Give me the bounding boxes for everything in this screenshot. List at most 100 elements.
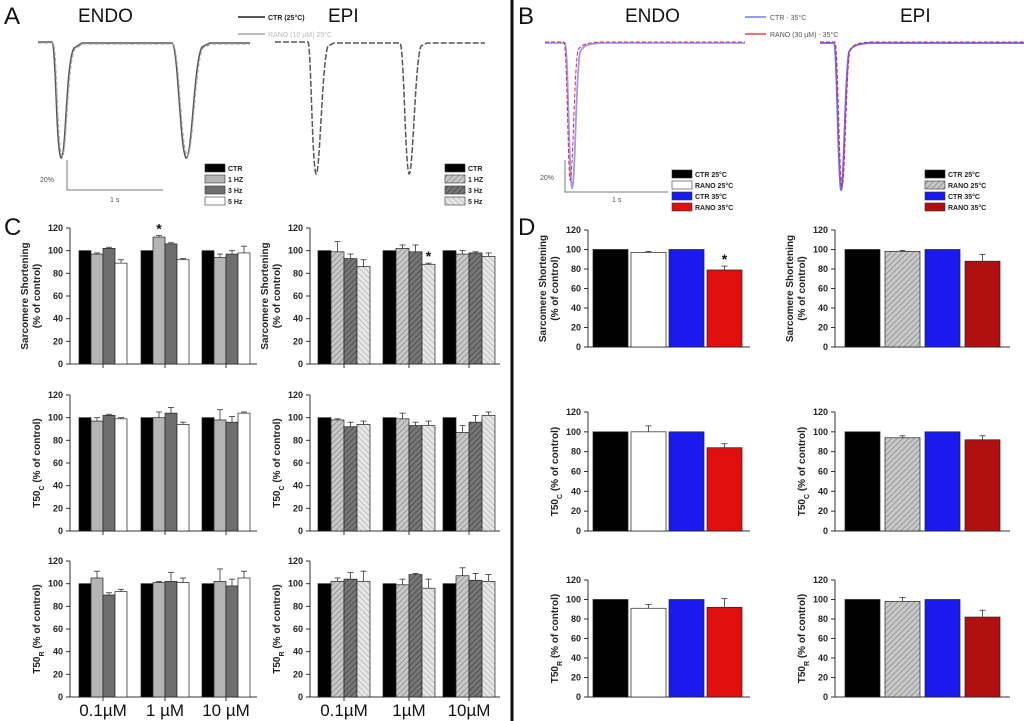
legend-label: 1 HZ (468, 177, 484, 184)
bar (706, 447, 743, 532)
bar (455, 432, 470, 532)
heading-epi-a: EPI (328, 6, 359, 27)
y-tick-label: 80 (53, 435, 63, 445)
bar (237, 412, 251, 532)
bar (884, 251, 921, 348)
bar (468, 252, 483, 365)
y-tick-label: 0 (58, 526, 63, 536)
y-tick-label: 100 (566, 245, 581, 255)
bar (964, 439, 1001, 532)
bar (668, 599, 705, 698)
bar (395, 418, 410, 532)
y-tick-label: 20 (571, 506, 581, 516)
panel-label-d: D (518, 214, 535, 241)
scale-y-label-a: 20% (40, 177, 54, 184)
y-tick-label: 40 (293, 481, 303, 491)
legend-label: CTR 35°C (695, 193, 727, 201)
y-tick-label: 120 (48, 223, 63, 233)
y-tick-label: 0 (823, 342, 828, 352)
y-tick-label: 40 (818, 653, 828, 663)
y-tick-label: 80 (818, 264, 828, 274)
chart-C-epi-t50c: 0 20 40 60 80 100 120 T50C (% of control) (272, 390, 500, 536)
bar (78, 250, 92, 365)
y-tick-label: 60 (818, 284, 828, 294)
bar (330, 581, 345, 698)
y-tick-label: 120 (813, 225, 828, 235)
legend-label-ctr-b: CTR - 35°C (770, 14, 806, 22)
x-category-label: 10 µM (202, 701, 250, 720)
y-axis-label-main: T50 (550, 666, 561, 684)
bar (90, 420, 104, 532)
bar (924, 599, 961, 698)
y-axis-label-rest: (% of control) (272, 418, 283, 485)
legend-label: CTR (228, 166, 242, 173)
legend-swatch (671, 191, 693, 201)
bar (844, 249, 881, 348)
bar (455, 575, 470, 698)
y-tick-label: 20 (571, 673, 581, 683)
legend-label: CTR 25°C (695, 171, 727, 179)
legend-swatch (924, 191, 946, 201)
significance-star: * (426, 248, 432, 264)
y-axis-label: T50C (% of control) (32, 418, 46, 508)
y-axis-label: Sarcomere Shortening (785, 235, 796, 342)
legend-label: RANO 25°C (948, 182, 986, 190)
bar (317, 417, 332, 532)
x-category-label: 0.1µM (320, 701, 368, 720)
y-tick-label: 0 (298, 359, 303, 369)
bar (408, 425, 423, 532)
y-tick-label: 80 (818, 614, 828, 624)
legend-swatch (671, 202, 693, 212)
bar (102, 248, 116, 365)
y-tick-label: 40 (571, 303, 581, 313)
y-axis-label: T50R (% of control) (797, 594, 811, 684)
bar (395, 248, 410, 365)
y-tick-label: 80 (571, 614, 581, 624)
bar (924, 431, 961, 532)
bar (421, 263, 436, 365)
y-axis-label-main: T50 (797, 499, 808, 517)
bar (90, 253, 104, 365)
y-tick-label: 60 (818, 634, 828, 644)
bar (102, 415, 116, 532)
y-tick-label: 100 (813, 427, 828, 437)
legend-swatch (444, 174, 466, 184)
y-tick-label: 100 (288, 413, 303, 423)
bar (152, 582, 166, 698)
bar (330, 419, 345, 532)
legend-label: CTR (468, 166, 482, 173)
bar (213, 419, 227, 532)
y-tick-label: 100 (48, 413, 63, 423)
y-axis-label-main: T50 (272, 656, 283, 674)
trace-endo-a (38, 41, 250, 159)
trace-epi-b (820, 41, 1024, 191)
bar (408, 251, 423, 365)
y-tick-label: 100 (288, 246, 303, 256)
y-tick-label: 0 (823, 526, 828, 536)
legend-label: 3 Hz (228, 188, 243, 195)
y-tick-label: 100 (813, 245, 828, 255)
scale-bar-a: 20% 1 s (40, 160, 163, 204)
legend-label: RANO 35°C (695, 204, 733, 212)
bar (481, 255, 496, 365)
bar (630, 252, 667, 348)
chart-C-endo-ss: 0 20 40 60 80 100 120 Sarcomere Shortening (% of… (20, 220, 257, 369)
bar (356, 424, 371, 532)
y-tick-label: 20 (53, 669, 63, 679)
y-axis-label: Sarcomere Shortening (538, 235, 549, 342)
y-tick-label: 100 (48, 579, 63, 589)
legend-swatch (204, 174, 226, 184)
y-tick-label: 80 (293, 268, 303, 278)
panel-label-b: B (518, 3, 534, 30)
bar (140, 250, 154, 365)
y-tick-label: 80 (53, 601, 63, 611)
bar (408, 574, 423, 698)
bar (395, 584, 410, 698)
bar (343, 258, 358, 365)
y-tick-label: 20 (53, 503, 63, 513)
bar (481, 415, 496, 532)
x-category-label: 1 µM (146, 701, 184, 720)
bar (317, 583, 332, 698)
bar (706, 269, 743, 348)
